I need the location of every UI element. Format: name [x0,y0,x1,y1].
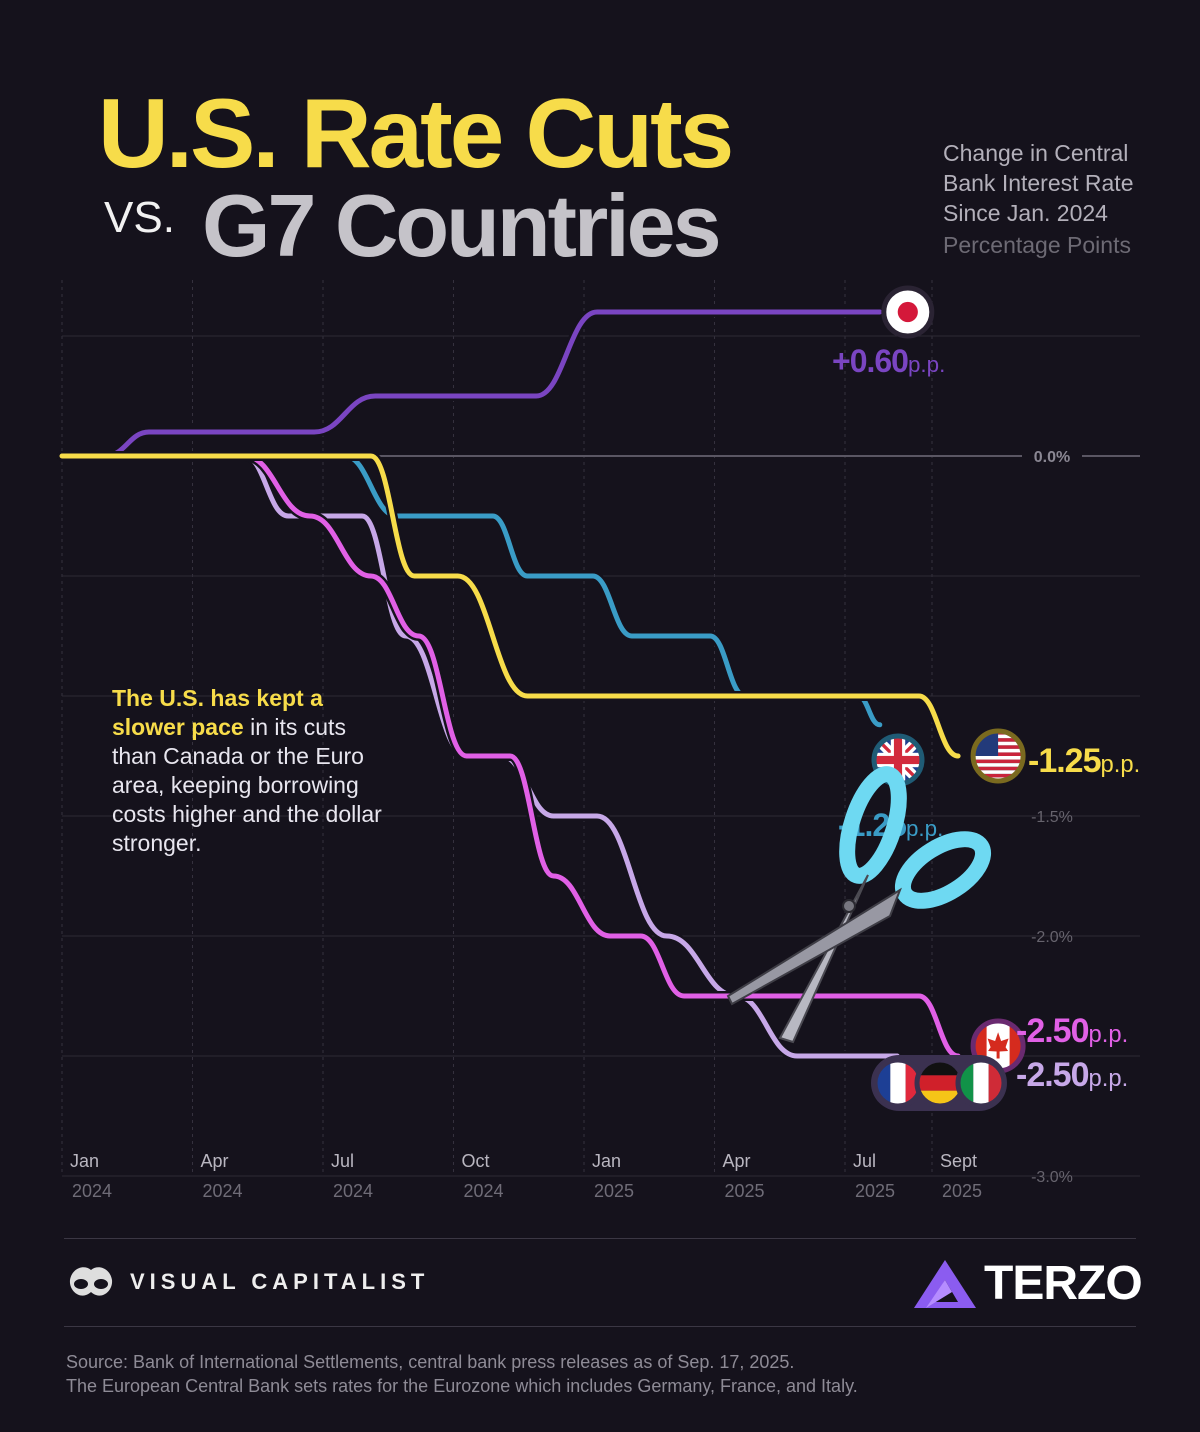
x-tick-label: Jul [853,1151,876,1171]
canada-value-label: -2.50p.p. [1016,1012,1128,1050]
y-tick-label: -3.0% [1031,1169,1073,1186]
x-tick-label: Jul [331,1151,354,1171]
x-tick-year: 2025 [594,1181,634,1201]
y-tick-label: 0.0% [1034,449,1070,466]
flag-markers [871,285,1026,1111]
x-tick-label: Jan [592,1151,621,1171]
annotation-rest: in its cuts than Canada or the Euro area… [112,714,382,856]
annotation-text: The U.S. has kept a slower pace in its c… [112,684,382,858]
title-line1: U.S. Rate Cuts [98,78,734,188]
terzo-logo: TERZO [912,1256,1143,1311]
footer-divider-bottom [64,1326,1136,1327]
japan-flag [881,285,935,339]
vc-mask-icon [69,1267,113,1296]
unit-label: Percentage Points [943,232,1131,258]
series-line-us [59,453,961,759]
euro-value-label: -2.50p.p. [1016,1056,1128,1094]
visual-capitalist-logo: VISUAL CAPITALIST [66,1262,429,1302]
title-vs: VS. [104,193,175,242]
x-tick-year: 2025 [942,1181,982,1201]
x-tick-label: Oct [462,1151,490,1171]
partner-name: TERZO [984,1257,1143,1310]
annotation-highlight: The U.S. has kept a slower pace [112,685,323,740]
scissors-icon [726,766,992,1044]
x-tick-label: Apr [201,1151,229,1171]
us-value-label: -1.25p.p. [1028,742,1140,780]
us-flag [970,728,1026,784]
y-tick-label: -2.0% [1031,929,1073,946]
france-flag [872,1057,924,1109]
x-tick-label: Sept [940,1151,977,1171]
terzo-triangle-icon [914,1259,976,1308]
brand-name: VISUAL CAPITALIST [130,1269,430,1294]
series-line-canada [59,453,961,1059]
x-tick-label: Jan [70,1151,99,1171]
x-tick-year: 2024 [72,1181,112,1201]
series-lines [57,307,964,1061]
x-tick-year: 2024 [333,1181,373,1201]
x-tick-year: 2025 [725,1181,765,1201]
x-tick-year: 2024 [203,1181,243,1201]
chart-subtitle: Change in Central Bank Interest Rate Sin… [943,140,1134,226]
x-tick-year: 2025 [855,1181,895,1201]
source-note: Source: Bank of International Settlement… [66,1350,858,1398]
italy-flag [955,1057,1007,1109]
footer-divider-top [64,1238,1136,1239]
x-tick-year: 2024 [464,1181,504,1201]
source-line-1: Source: Bank of International Settlement… [66,1352,795,1372]
source-line-2: The European Central Bank sets rates for… [66,1376,858,1396]
title-line2: G7 Countries [202,176,722,275]
series-line-japan [59,309,883,459]
rate-change-chart: 0.0% -1.5% -2.0% -3.0% Jan 2024 Apr 2024 Jul 2024… [57,280,1140,1201]
y-tick-label: -1.5% [1031,809,1073,826]
x-tick-label: Apr [723,1151,751,1171]
japan-value-label: +0.60p.p. [832,343,945,379]
